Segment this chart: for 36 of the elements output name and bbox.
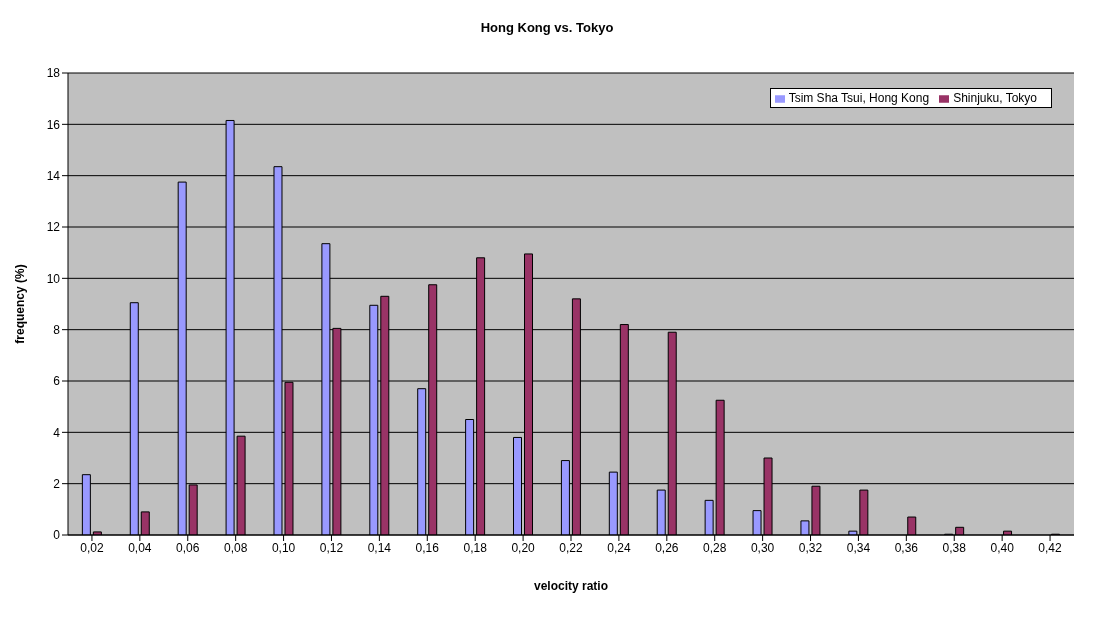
x-tick-label: 0,14 xyxy=(367,540,392,555)
chart-title: Hong Kong vs. Tokyo xyxy=(479,19,615,37)
y-tick-label: 10 xyxy=(46,271,61,286)
x-tick-label: 0,40 xyxy=(990,540,1015,555)
x-tick-label: 0,38 xyxy=(942,540,967,555)
y-tick-label: 18 xyxy=(46,66,61,81)
x-tick-label: 0,06 xyxy=(176,540,200,555)
x-tick-label: 0,12 xyxy=(319,540,344,555)
x-tick-label: 0,34 xyxy=(846,540,871,555)
x-tick-label: 0,42 xyxy=(1038,540,1063,555)
y-axis-title: frequency (%) xyxy=(13,264,28,344)
y-tick-label: 12 xyxy=(46,220,61,235)
x-tick-label: 0,24 xyxy=(607,540,631,555)
x-tick-label: 0,32 xyxy=(798,540,823,555)
x-tick-label: 0,16 xyxy=(415,540,440,555)
x-tick-label: 0,18 xyxy=(463,540,488,555)
y-tick-label: 2 xyxy=(53,476,61,491)
x-tick-label: 0,08 xyxy=(223,540,248,555)
x-tick-label: 0,28 xyxy=(703,540,727,555)
y-tick-label: 16 xyxy=(46,117,61,132)
legend-label: Shinjuku, Tokyo xyxy=(953,91,1037,105)
y-tick-label: 14 xyxy=(46,168,61,183)
x-tick-label: 0,04 xyxy=(128,540,152,555)
x-tick-label: 0,36 xyxy=(894,540,919,555)
x-tick-label: 0,30 xyxy=(750,540,775,555)
y-tick-label: 6 xyxy=(53,374,61,389)
x-tick-label: 0,26 xyxy=(655,540,679,555)
x-tick-label: 0,10 xyxy=(271,540,296,555)
y-tick-label: 4 xyxy=(53,425,61,440)
x-axis-title: velocity ratio xyxy=(533,579,609,593)
y-tick-label: 8 xyxy=(53,322,61,337)
x-tick-label: 0,02 xyxy=(80,540,104,555)
legend-label: Tsim Sha Tsui, Hong Kong xyxy=(788,91,930,105)
x-tick-label: 0,22 xyxy=(559,540,583,555)
y-tick-label: 0 xyxy=(53,528,61,543)
x-tick-label: 0,20 xyxy=(511,540,536,555)
